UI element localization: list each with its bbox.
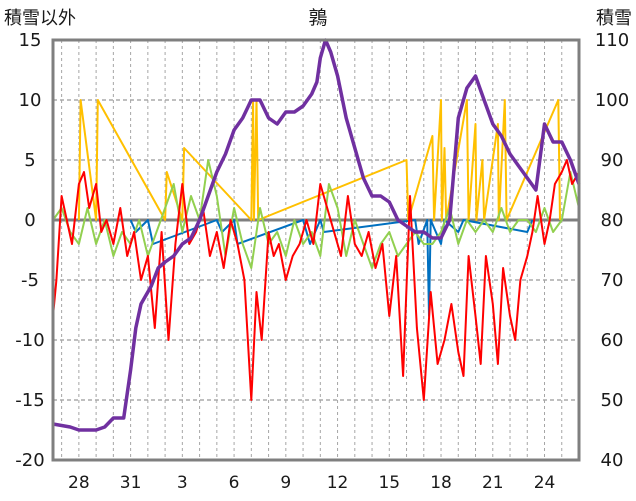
x-tick-label: 18 [430, 473, 452, 493]
right-tick-label: 100 [595, 90, 629, 111]
right-axis-title: 積雪 [596, 8, 632, 29]
left-axis-ticks: 15 10 5 0 -5 -10 -15 -20 [15, 30, 44, 471]
right-tick-label: 70 [601, 270, 624, 291]
left-tick-label: 15 [19, 30, 42, 51]
right-tick-label: 80 [601, 210, 624, 231]
x-tick-label: 24 [534, 473, 556, 493]
left-tick-label: 5 [24, 150, 35, 171]
plot-area-frame [51, 38, 581, 462]
left-tick-label: -20 [15, 450, 44, 471]
right-tick-label: 90 [601, 150, 624, 171]
x-tick-label: 12 [327, 473, 349, 493]
left-tick-label: -5 [21, 270, 39, 291]
right-axis-ticks: 110 100 90 80 70 60 50 40 [595, 30, 629, 471]
left-axis-title: 積雪以外 [4, 8, 76, 29]
grid-lines [53, 40, 579, 460]
series-line-気温 [52, 159, 580, 401]
x-tick-label: 9 [280, 473, 291, 493]
right-tick-label: 40 [601, 450, 624, 471]
right-tick-label: 110 [595, 30, 629, 51]
x-tick-label: 6 [229, 473, 240, 493]
right-tick-label: 50 [601, 390, 624, 411]
left-tick-label: -15 [15, 390, 44, 411]
series-group [52, 38, 581, 432]
right-tick-label: 60 [601, 330, 624, 351]
left-tick-label: -10 [15, 330, 44, 351]
x-tick-label: 31 [120, 473, 142, 493]
x-tick-label: 21 [482, 473, 504, 493]
left-tick-label: 0 [24, 210, 35, 231]
x-tick-label: 28 [68, 473, 90, 493]
x-tick-label: 3 [177, 473, 188, 493]
x-tick-label: 15 [378, 473, 400, 493]
chart-title: 鶉 [308, 7, 327, 29]
left-tick-label: 10 [19, 90, 42, 111]
series-line-積雪 [52, 38, 581, 432]
series-line-風速 [52, 159, 580, 269]
x-axis-ticks: 28 31 3 6 9 12 15 18 21 24 [68, 473, 555, 493]
